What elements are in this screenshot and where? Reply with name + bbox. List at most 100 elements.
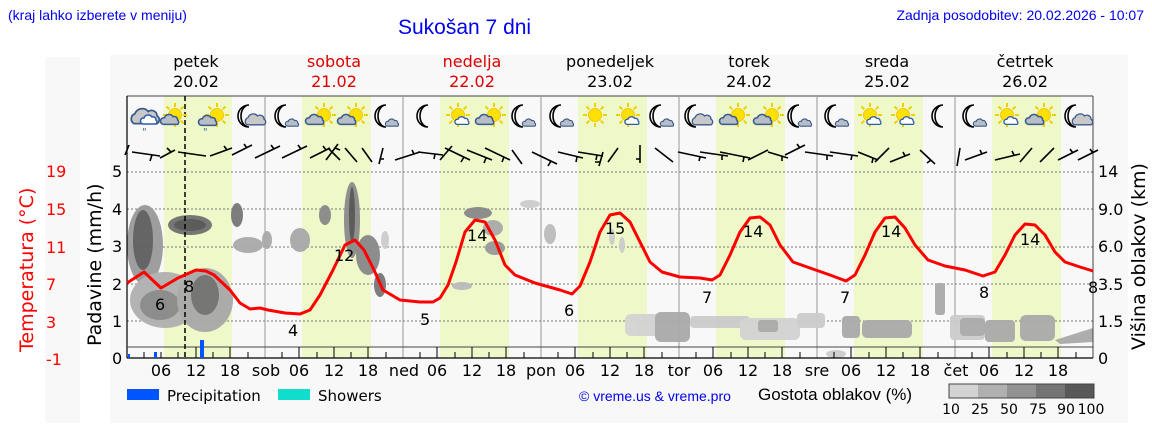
- cloud-height-tick: 3.5: [1098, 275, 1124, 294]
- svg-text:25: 25: [971, 402, 989, 418]
- svg-text:90: 90: [1057, 402, 1075, 418]
- day-label-ponedeljek: ponedeljek 23.02: [566, 52, 654, 91]
- svg-text:06: 06: [703, 361, 723, 380]
- svg-text:18: 18: [1048, 361, 1068, 380]
- sun-small-cloud-icon: [994, 102, 1020, 128]
- temp-label: 7: [702, 288, 712, 307]
- temp-label: 14: [743, 222, 763, 241]
- cloud-height-tick: 9.0: [1098, 200, 1124, 219]
- svg-text:18: 18: [772, 361, 792, 380]
- day-label-sobota: sobota 21.02: [306, 52, 362, 91]
- svg-text:18: 18: [358, 361, 378, 380]
- last-update: Zadnja posodobitev: 20.02.2026 - 10:07: [896, 7, 1144, 23]
- precipitation-bars: [128, 340, 204, 358]
- svg-text:12: 12: [600, 361, 620, 380]
- temp-tick: 15: [46, 200, 67, 219]
- svg-text:pon: pon: [526, 361, 556, 380]
- hour-ticks: [143, 347, 1077, 358]
- svg-text:12: 12: [186, 361, 206, 380]
- svg-text:sre: sre: [805, 361, 829, 380]
- svg-text:75: 75: [1029, 402, 1047, 418]
- temp-tick: -1: [46, 350, 62, 369]
- svg-text:12: 12: [462, 361, 482, 380]
- precip-tick: 1: [112, 312, 123, 331]
- svg-text:18: 18: [634, 361, 654, 380]
- cloud-density-ticks: 10 25 50 75 90 100: [942, 402, 1104, 418]
- temperature-labels: 6 8 4 12 5 14 6 15 7 14 7 14 8 14 8: [155, 219, 1098, 340]
- svg-text:10: 10: [942, 402, 960, 418]
- svg-text:18: 18: [220, 361, 240, 380]
- svg-text:ned: ned: [389, 361, 419, 380]
- sun-small-cloud-icon: [890, 102, 916, 128]
- moon-icon: [416, 104, 429, 128]
- precip-tick: 4: [112, 200, 123, 219]
- moon-small-cloud-icon: [274, 104, 300, 128]
- svg-text:06: 06: [841, 361, 861, 380]
- cloud-height-tick: 14: [1098, 162, 1119, 181]
- moon-small-cloud-icon: [962, 104, 988, 128]
- page-title: Sukošan 7 dni: [398, 16, 532, 39]
- temp-tick: 7: [46, 275, 57, 294]
- precip-tick: 5: [112, 162, 123, 181]
- wind-barbs: [124, 143, 1099, 167]
- sun-small-cloud-icon: [857, 102, 883, 128]
- location-menu-hint[interactable]: (kraj lahko izberete v meniju): [8, 7, 187, 23]
- cloud-height-tick: 6.0: [1098, 237, 1124, 256]
- moon-small-cloud-icon: [549, 104, 575, 128]
- svg-text:06: 06: [427, 361, 447, 380]
- temp-label: 5: [420, 310, 430, 329]
- temp-label: 6: [155, 295, 165, 314]
- cloud-density-map: [127, 182, 1093, 358]
- day-label-petek: petek 20.02: [173, 52, 219, 91]
- temp-label: 8: [1088, 278, 1098, 297]
- precip-tick: 3: [112, 237, 123, 256]
- temp-tick: 11: [46, 238, 67, 257]
- svg-text:tor: tor: [668, 361, 691, 380]
- temp-label: 8: [184, 277, 194, 296]
- weather-icons: " ": [130, 102, 1094, 138]
- cloud-height-tick: 1.5: [1098, 312, 1124, 331]
- showers-legend-swatch: [278, 389, 310, 400]
- svg-text:12: 12: [1014, 361, 1034, 380]
- moon-icon: [931, 104, 944, 128]
- moon-cloud-icon: [684, 104, 714, 128]
- day-label-sreda: sreda 25.02: [864, 52, 910, 91]
- svg-text:06: 06: [565, 361, 585, 380]
- sun-icon: [582, 102, 608, 128]
- cloud-rain-icon: ": [130, 107, 161, 138]
- svg-text:50: 50: [1000, 402, 1018, 418]
- day-label-cetrtek: četrtek 26.02: [996, 52, 1054, 91]
- precip-tick: 0: [112, 349, 123, 368]
- svg-text:06: 06: [151, 361, 171, 380]
- svg-text:": ": [142, 127, 147, 138]
- moon-small-cloud-icon: [374, 104, 400, 128]
- moon-cloud-icon: [1064, 104, 1094, 128]
- svg-text:06: 06: [979, 361, 999, 380]
- svg-text:06: 06: [289, 361, 309, 380]
- cloud-height-tick: 0: [1098, 349, 1109, 368]
- sun-small-cloud-icon: [615, 102, 641, 128]
- precipitation-legend-label: Precipitation: [167, 387, 261, 405]
- sun-cloud-rain-icon: ": [197, 102, 230, 138]
- day-label-torek: torek 24.02: [726, 52, 772, 91]
- moon-small-cloud-icon: [824, 104, 850, 128]
- credit-link[interactable]: © vreme.us & vreme.pro: [579, 388, 731, 404]
- moon-small-cloud-icon: [649, 104, 675, 128]
- temp-label: 14: [881, 222, 901, 241]
- temp-label: 7: [840, 288, 850, 307]
- temp-label: 8: [979, 283, 989, 302]
- temp-label: 14: [1020, 230, 1040, 249]
- sun-small-cloud-icon: [445, 102, 471, 128]
- svg-text:": ": [203, 127, 208, 138]
- svg-text:18: 18: [910, 361, 930, 380]
- cloud-density-scale: [948, 383, 1095, 399]
- precipitation-legend-swatch: [127, 389, 159, 400]
- x-tick-labels: 06 12 18 sob 06 12 18 ned 06 12 18 pon 0…: [151, 361, 1068, 380]
- temp-tick: 19: [46, 162, 67, 181]
- svg-text:čet: čet: [944, 361, 969, 380]
- temp-label: 12: [334, 246, 354, 265]
- temp-label: 14: [467, 226, 487, 245]
- svg-text:18: 18: [496, 361, 516, 380]
- showers-legend-label: Showers: [318, 387, 382, 405]
- temp-axis-panel: [45, 57, 80, 423]
